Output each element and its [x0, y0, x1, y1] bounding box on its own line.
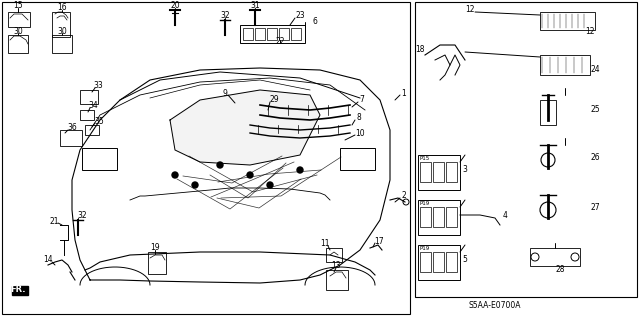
- Bar: [8, 12, 30, 27]
- Bar: [415, 2, 637, 297]
- Text: 2: 2: [402, 191, 406, 201]
- Text: FR.: FR.: [10, 286, 26, 294]
- Bar: [85, 125, 99, 135]
- Bar: [446, 207, 457, 227]
- Text: 23: 23: [295, 11, 305, 20]
- Text: 16: 16: [57, 4, 67, 12]
- Bar: [326, 248, 342, 262]
- Text: 36: 36: [67, 123, 77, 132]
- Bar: [446, 252, 457, 272]
- Text: 13: 13: [331, 262, 341, 271]
- Text: 32: 32: [77, 211, 87, 220]
- Bar: [420, 252, 431, 272]
- Bar: [433, 162, 444, 182]
- Text: 31: 31: [250, 2, 260, 11]
- Text: 12: 12: [465, 5, 475, 14]
- Circle shape: [192, 182, 198, 188]
- Bar: [340, 148, 375, 170]
- Bar: [82, 148, 117, 170]
- Bar: [60, 130, 82, 146]
- Bar: [80, 110, 94, 120]
- Text: 32: 32: [220, 11, 230, 20]
- Bar: [326, 270, 348, 290]
- Text: 24: 24: [590, 65, 600, 75]
- Bar: [267, 28, 277, 40]
- Bar: [540, 55, 590, 75]
- Bar: [243, 28, 253, 40]
- Text: P19: P19: [420, 246, 430, 251]
- Text: S5AA-E0700A: S5AA-E0700A: [468, 300, 521, 309]
- Text: 17: 17: [374, 236, 384, 246]
- Text: 1: 1: [402, 88, 406, 98]
- Bar: [279, 28, 289, 40]
- Text: P15: P15: [420, 156, 430, 161]
- Text: 29: 29: [269, 95, 279, 105]
- Bar: [80, 90, 98, 104]
- Circle shape: [297, 167, 303, 173]
- Bar: [418, 245, 460, 280]
- Text: 21: 21: [49, 217, 59, 226]
- Text: 5: 5: [463, 256, 467, 264]
- Bar: [148, 252, 166, 274]
- Polygon shape: [12, 286, 28, 295]
- Text: 14: 14: [43, 256, 53, 264]
- Bar: [2, 2, 410, 314]
- Text: 25: 25: [590, 106, 600, 115]
- Text: 15: 15: [13, 2, 23, 11]
- Text: 8: 8: [356, 114, 362, 122]
- Bar: [540, 12, 595, 30]
- Text: 34: 34: [88, 101, 98, 110]
- Text: 27: 27: [590, 204, 600, 212]
- Text: 9: 9: [223, 88, 227, 98]
- Bar: [240, 25, 305, 43]
- Bar: [420, 207, 431, 227]
- Bar: [418, 155, 460, 190]
- Circle shape: [172, 172, 178, 178]
- Text: 33: 33: [93, 81, 103, 91]
- Text: 3: 3: [463, 166, 467, 174]
- Text: 22: 22: [275, 38, 285, 47]
- Text: 10: 10: [355, 129, 365, 137]
- Text: 7: 7: [360, 95, 364, 105]
- Circle shape: [267, 182, 273, 188]
- Bar: [530, 248, 580, 266]
- Bar: [540, 100, 556, 125]
- Text: 12: 12: [585, 27, 595, 36]
- Text: 35: 35: [94, 116, 104, 125]
- Circle shape: [247, 172, 253, 178]
- Bar: [291, 28, 301, 40]
- Bar: [433, 207, 444, 227]
- Text: 30: 30: [57, 26, 67, 35]
- Polygon shape: [170, 90, 320, 165]
- Text: 28: 28: [556, 265, 564, 275]
- Text: 4: 4: [502, 211, 508, 219]
- Text: P19: P19: [420, 201, 430, 206]
- Bar: [433, 252, 444, 272]
- Bar: [255, 28, 265, 40]
- Text: 20: 20: [170, 2, 180, 11]
- Bar: [52, 35, 72, 53]
- Bar: [52, 12, 70, 37]
- Circle shape: [217, 162, 223, 168]
- Bar: [8, 35, 28, 53]
- Text: 19: 19: [150, 243, 160, 253]
- Bar: [446, 162, 457, 182]
- Text: 30: 30: [13, 26, 23, 35]
- Bar: [420, 162, 431, 182]
- Text: 6: 6: [312, 18, 317, 26]
- Text: 11: 11: [320, 240, 330, 249]
- Text: 26: 26: [590, 153, 600, 162]
- Bar: [418, 200, 460, 235]
- Text: 18: 18: [415, 46, 425, 55]
